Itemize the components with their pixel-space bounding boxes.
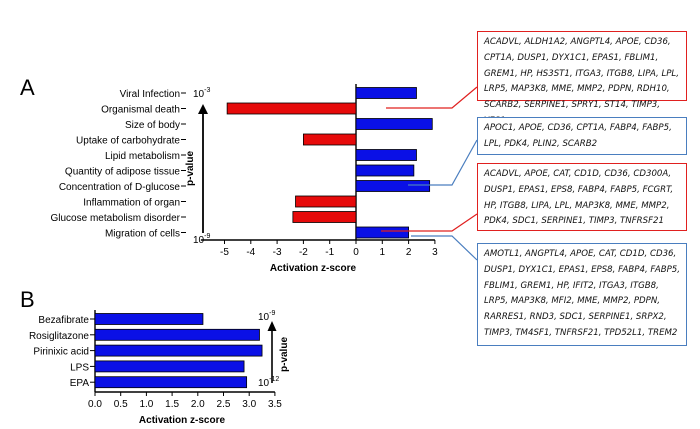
panel-a-x-tick-label: 3	[432, 247, 438, 258]
panel-a-bar-size-of-body	[355, 118, 433, 130]
connector-organismal-death	[386, 86, 478, 109]
panel-b-x-tick-label: 3.5	[268, 399, 282, 410]
panel-a-bar-organismal-death	[226, 102, 357, 115]
panel-a-x-tick-label: -2	[299, 247, 308, 258]
panel-b-x-tick-label: 1.5	[165, 399, 179, 410]
panel-a-bar-uptake-of-carbohydrate	[302, 133, 357, 146]
gene-list-box-migration: AMOTL1, ANGPTL4, APOE, CAT, CD1D, CD36, …	[477, 243, 687, 346]
panel-a-letter: A	[20, 75, 35, 100]
gene-box-connectors	[381, 86, 478, 261]
panel-a-bar-inflammation-of-organ	[295, 195, 357, 208]
panel-a-pvalue-arrowhead	[198, 104, 208, 114]
panel-a-x-tick-label: 0	[353, 247, 359, 258]
gene-list-box-d-glucose: APOC1, APOE, CD36, CPT1A, FABP4, FABP5, …	[477, 117, 687, 155]
panel-a-category-label: Quantity of adipose tissue	[65, 167, 181, 178]
panel-a-x-tick-label: -4	[246, 247, 255, 258]
panel-a-bar-quantity-of-adipose-tissue	[355, 164, 415, 177]
panel-a-pvalue-label: p-value	[185, 151, 196, 186]
panel-b-pvalue-bottom: 10-12	[258, 376, 279, 389]
panel-b-category-label: Rosiglitazone	[29, 331, 89, 342]
panel-b-category-label: Pirinixic acid	[33, 347, 89, 358]
panel-b-bar-pirinixic-acid	[94, 344, 263, 357]
panel-a-x-tick-label: 2	[406, 247, 412, 258]
panel-b-x-axis-title: Activation z-score	[139, 415, 226, 426]
panel-a-category-label: Uptake of carbohydrate	[76, 136, 180, 147]
panel-b-pvalue-label: p-value	[279, 337, 290, 372]
panel-a-category-label: Viral Infection	[120, 89, 180, 100]
panel-b-letter: B	[20, 287, 35, 312]
panel-b-bar-epa	[94, 376, 248, 389]
panel-a-x-tick-label: 1	[380, 247, 386, 258]
panel-b-x-tick-label: 3.0	[242, 399, 256, 410]
connector-d-glucose	[408, 139, 478, 186]
panel-a-x-tick-label: -1	[325, 247, 334, 258]
panel-a-category-label: Migration of cells	[105, 229, 180, 240]
panel-b-pvalue-annotation: 10-9 p-value 10-12	[258, 310, 290, 389]
panel-a-pvalue-bottom: 10-9	[193, 233, 210, 246]
panel-b-bar-lps	[94, 360, 245, 373]
panel-b-x-tick-label: 2.5	[217, 399, 231, 410]
panel-b-category-label: Bezafibrate	[38, 315, 89, 326]
panel-a-category-label: Glucose metabolism disorder	[51, 213, 181, 224]
panel-b-bar-rosiglitazone	[94, 328, 260, 341]
connector-migration	[411, 235, 478, 261]
panel-b-x-tick-label: 0.5	[114, 399, 128, 410]
gene-list-box-inflammation: ACADVL, APOE, CAT, CD1D, CD36, CD300A, D…	[477, 163, 687, 231]
panel-b-category-label: LPS	[70, 362, 89, 373]
panel-b-category-label: EPA	[70, 378, 90, 389]
panel-b-bar-bezafibrate	[94, 313, 204, 325]
panel-a-bar-viral-infection	[355, 87, 417, 99]
panel-a-category-label: Concentration of D-glucose	[59, 182, 181, 193]
panel-a-category-label: Size of body	[125, 120, 180, 131]
panel-a-category-label: Organismal death	[101, 105, 180, 116]
panel-a-x-tick-label: -5	[220, 247, 229, 258]
panel-a-pvalue-annotation: 10-3 p-value 10-9	[185, 87, 210, 246]
panel-a-chart: Viral Infection Organismal death Size of b…	[51, 84, 438, 274]
panel-b-pvalue-arrowhead	[267, 321, 277, 331]
panel-b-pvalue-top: 10-9	[258, 310, 275, 323]
panel-a-x-axis-title: Activation z-score	[270, 263, 357, 274]
panel-a-category-label: Inflammation of organ	[83, 198, 180, 209]
panel-b-x-tick-label: 2.0	[191, 399, 205, 410]
panel-a-bar-concentration-of-d-glucose	[355, 180, 431, 192]
panel-a-bar-lipid-metabolism	[355, 149, 417, 161]
panel-a-bar-migration-of-cells	[355, 226, 409, 239]
panel-b-chart: Bezafibrate Rosiglitazone Pirinixic acid LP…	[29, 310, 282, 426]
panel-a-category-label: Lipid metabolism	[105, 151, 180, 162]
connector-inflammation	[381, 213, 478, 232]
gene-list-box-organismal-death: ACADVL, ALDH1A2, ANGPTL4, APOE, CD36, CP…	[477, 31, 687, 126]
panel-b-x-tick-label: 1.0	[139, 399, 153, 410]
panel-a-bar-glucose-metabolism-disorder	[292, 211, 357, 223]
panel-a-pvalue-top: 10-3	[193, 87, 210, 100]
panel-a-x-tick-label: -3	[273, 247, 282, 258]
panel-b-x-tick-label: 0.0	[88, 399, 102, 410]
